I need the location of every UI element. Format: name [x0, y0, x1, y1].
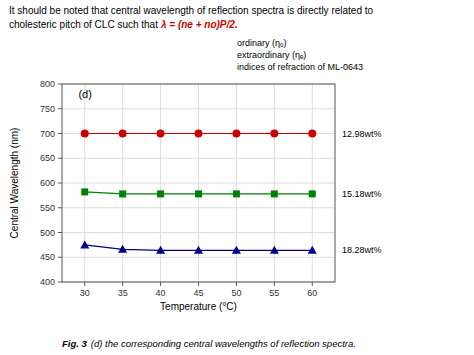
- point: [119, 190, 126, 197]
- tick: [58, 183, 62, 184]
- grid-line: [62, 158, 335, 159]
- tick-label: 400: [40, 277, 55, 287]
- point: [194, 246, 203, 254]
- series-label: 15.18wt%: [342, 189, 382, 199]
- tick-label: 750: [40, 104, 55, 114]
- tick: [122, 282, 123, 286]
- point: [157, 190, 164, 197]
- point: [157, 130, 165, 138]
- point: [308, 130, 316, 138]
- point: [270, 130, 278, 138]
- tick: [312, 282, 313, 286]
- point: [232, 246, 241, 254]
- grid-line: [62, 207, 335, 208]
- grid-line: [62, 108, 335, 109]
- tick: [198, 282, 199, 286]
- tick: [84, 282, 85, 286]
- header-line: cholesteric pitch of CLC such thatλ = (n…: [9, 19, 238, 30]
- tick: [160, 282, 161, 286]
- tick-label: 450: [40, 252, 55, 262]
- annotation: (d) the corresponding central wavelength…: [91, 338, 356, 349]
- caption: Fig. 3(d) the corresponding central wave…: [62, 338, 356, 349]
- tick-label: 50: [231, 288, 241, 298]
- annotation: It should be noted that central waveleng…: [9, 5, 374, 16]
- tick-label: 700: [40, 129, 55, 139]
- tick-label: 550: [40, 203, 55, 213]
- point: [308, 246, 317, 254]
- x-axis-label: Temperature (°C): [160, 301, 237, 312]
- grid-line: [62, 257, 335, 258]
- point: [156, 246, 165, 254]
- point: [270, 246, 279, 254]
- tick-label: 60: [307, 288, 317, 298]
- annotation: extraordinary (ηₑ): [237, 50, 306, 60]
- tick-label: 40: [156, 288, 166, 298]
- annotation: Fig. 3: [62, 338, 88, 349]
- tick-label: 30: [80, 288, 90, 298]
- tick-label: 800: [40, 79, 55, 89]
- tick: [58, 257, 62, 258]
- point: [233, 190, 240, 197]
- tick-label: 35: [118, 288, 128, 298]
- annotation: cholesteric pitch of CLC such that: [9, 19, 158, 30]
- annotation: (d): [78, 88, 91, 100]
- tick: [58, 84, 62, 85]
- point: [81, 130, 89, 138]
- tick-label: 600: [40, 178, 55, 188]
- point: [271, 190, 278, 197]
- tick-label: 650: [40, 153, 55, 163]
- tick: [58, 133, 62, 134]
- point: [232, 130, 240, 138]
- formula: λ = (ne + no)P/2.: [160, 19, 238, 30]
- point: [80, 240, 89, 248]
- tick: [58, 108, 62, 109]
- grid: [62, 84, 335, 282]
- tick: [58, 158, 62, 159]
- series-group: [80, 130, 317, 254]
- annotation: indices of refraction of ML-0643: [237, 62, 363, 72]
- chart: It should be noted that central waveleng…: [0, 0, 474, 355]
- point: [195, 130, 203, 138]
- point: [195, 190, 202, 197]
- grid-line: [62, 232, 335, 233]
- tick: [58, 207, 62, 208]
- tick-label: 45: [193, 288, 203, 298]
- point: [81, 188, 88, 195]
- series-label: 12.98wt%: [342, 129, 382, 139]
- tick: [58, 232, 62, 233]
- tick-label: 500: [40, 228, 55, 238]
- point: [118, 245, 127, 253]
- tick: [274, 282, 275, 286]
- series-label: 18.28wt%: [342, 245, 382, 255]
- point: [309, 190, 316, 197]
- y-axis-label: Central Wavelength (nm): [9, 128, 20, 239]
- grid-line: [62, 183, 335, 184]
- tick-label: 55: [269, 288, 279, 298]
- point: [119, 130, 127, 138]
- tick: [236, 282, 237, 286]
- plot-frame: [62, 84, 335, 282]
- tick: [58, 282, 62, 283]
- annotation: ordinary (ηₒ): [237, 38, 286, 48]
